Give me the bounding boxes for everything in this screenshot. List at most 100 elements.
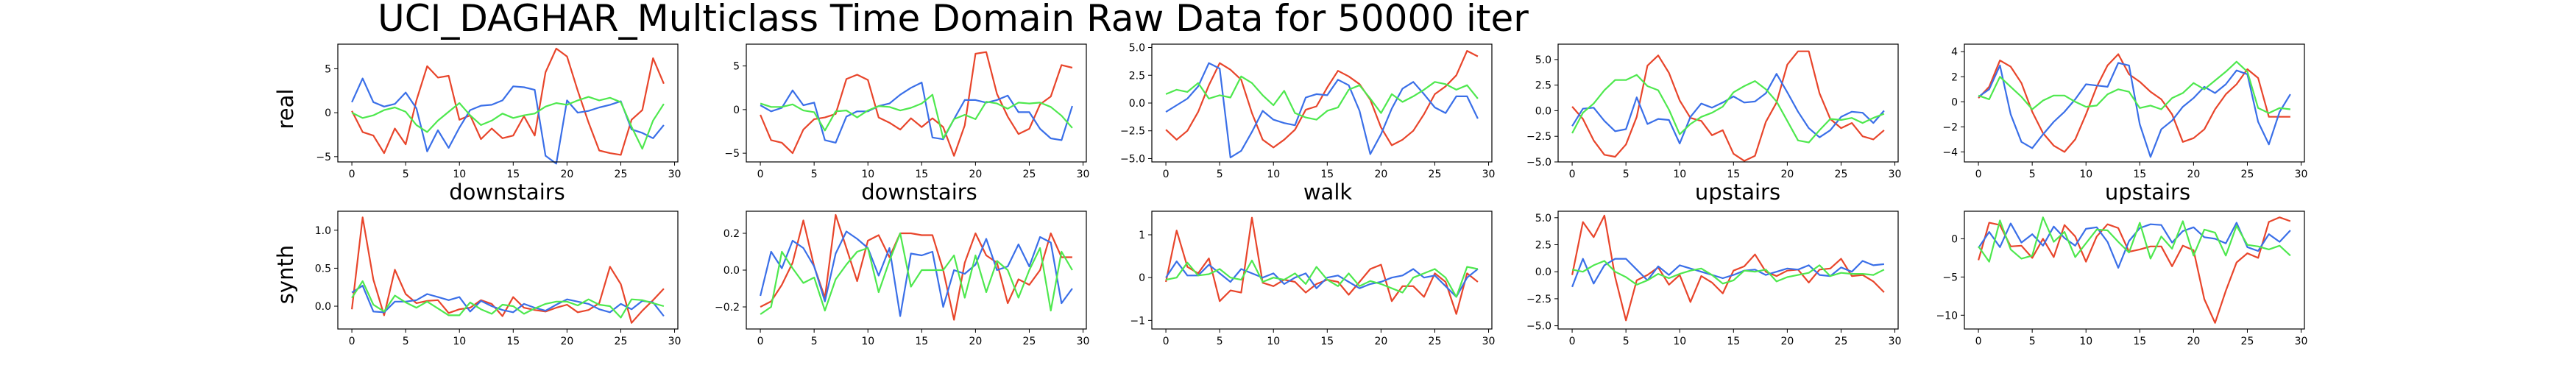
subplot-synth-5: 0 5 10 15 20 25 30 −10 −5 0 (1936, 210, 2308, 347)
x-tick-label-real-3-30: 30 (1482, 169, 1496, 180)
y-tick-label-synth-3-1: 1 (1139, 230, 1145, 241)
y-tick-label-real-2--5: −5 (724, 148, 740, 160)
x-tick-label-synth-4-10: 10 (1673, 336, 1686, 347)
x-tick-label-synth-1-5: 5 (403, 336, 409, 347)
y-tick-label-real-3--2.5: −2.5 (1120, 126, 1145, 138)
x-tick-label-real-1-0: 0 (349, 169, 355, 180)
x-tick-label-real-2-15: 15 (915, 169, 928, 180)
y-tick-label-synth-1-0: 0.0 (315, 301, 331, 313)
y-tick-label-synth-4-2.5: 2.5 (1535, 240, 1551, 252)
x-tick-label-synth-5-25: 25 (2241, 336, 2254, 347)
x-tick-label-synth-3-20: 20 (1374, 336, 1387, 347)
x-tick-label-real-5-0: 0 (1975, 169, 1982, 180)
x-tick-label-real-5-25: 25 (2241, 169, 2254, 180)
row-label-real: real (273, 89, 298, 130)
x-tick-label-synth-2-10: 10 (861, 336, 874, 347)
x-tick-label-real-4-5: 5 (1623, 169, 1630, 180)
axes-frame-real-5 (1964, 43, 2305, 163)
series-line-real-5-3 (1978, 60, 2291, 114)
x-tick-label-real-4-30: 30 (1889, 169, 1902, 180)
x-tick-label-real-1-25: 25 (615, 169, 628, 180)
x-tick-label-synth-5-30: 30 (2295, 336, 2308, 347)
y-tick-label-real-5-4: 4 (1951, 46, 1958, 58)
subplot-real-4: 0 5 10 15 20 25 30 −5.0 −2.5 0.0 2.5 5.0 (1526, 43, 1902, 180)
x-tick-label-synth-2-25: 25 (1023, 336, 1036, 347)
y-tick-label-synth-3-0: 0 (1139, 272, 1145, 284)
row-label-synth: synth (273, 245, 298, 304)
y-tick-label-real-5--4: −4 (1942, 146, 1958, 158)
series-line-real-2-3 (760, 93, 1073, 140)
series-line-real-1-2 (351, 77, 665, 165)
subplot-synth-4: 0 5 10 15 20 25 30 −5.0 −2.5 0.0 2.5 5.0 (1526, 210, 1902, 347)
x-tick-label-synth-1-25: 25 (615, 336, 628, 347)
y-tick-label-synth-3--1: −1 (1130, 315, 1145, 327)
subplot-synth-1: 0 5 10 15 20 25 30 0.0 0.5 1.0 (315, 210, 682, 347)
x-tick-label-synth-4-20: 20 (1780, 336, 1794, 347)
y-tick-label-real-2-5: 5 (733, 61, 740, 73)
x-tick-label-real-4-15: 15 (1727, 169, 1740, 180)
y-tick-label-real-3-5: 5.0 (1129, 43, 1145, 54)
x-tick-label-synth-1-10: 10 (453, 336, 466, 347)
series-line-synth-3-3 (1165, 259, 1479, 298)
y-tick-label-synth-4-5: 5.0 (1535, 213, 1551, 224)
axes-frame-synth-3 (1151, 210, 1493, 330)
series-line-real-1-1 (351, 47, 665, 156)
series-line-synth-3-2 (1165, 261, 1479, 298)
x-tick-label-synth-5-10: 10 (2079, 336, 2092, 347)
y-tick-label-synth-4-0: 0.0 (1535, 266, 1551, 278)
x-tick-label-synth-2-30: 30 (1077, 336, 1090, 347)
x-tick-label-synth-3-30: 30 (1482, 336, 1496, 347)
x-tick-label-real-4-25: 25 (1835, 169, 1848, 180)
axes-frame-real-1 (337, 43, 679, 163)
series-line-synth-4-3 (1571, 260, 1885, 286)
y-tick-label-synth-2--0.2: −0.2 (715, 302, 740, 314)
series-line-synth-2-2 (760, 230, 1073, 317)
axes-frame-synth-1 (337, 210, 679, 330)
x-tick-label-synth-5-20: 20 (2187, 336, 2200, 347)
series-line-real-1-3 (351, 96, 665, 150)
series-line-real-2-2 (760, 81, 1073, 144)
axes-frame-real-3 (1151, 43, 1493, 163)
y-tick-label-synth-4--5: −5.0 (1526, 321, 1551, 333)
x-tick-label-synth-4-30: 30 (1889, 336, 1902, 347)
y-tick-label-real-1--5: −5 (316, 152, 331, 163)
x-tick-label-synth-3-10: 10 (1267, 336, 1280, 347)
column-title-3: walk (1303, 180, 1353, 205)
x-tick-label-synth-1-30: 30 (668, 336, 682, 347)
y-tick-label-synth-2-0: 0.0 (723, 265, 740, 277)
y-tick-label-synth-5--10: −10 (1936, 310, 1958, 322)
x-tick-label-real-3-25: 25 (1429, 169, 1442, 180)
series-line-synth-1-1 (351, 216, 665, 324)
series-line-synth-4-1 (1571, 214, 1885, 322)
x-tick-label-real-3-5: 5 (1217, 169, 1223, 180)
x-tick-label-real-2-20: 20 (969, 169, 982, 180)
x-tick-label-synth-1-0: 0 (349, 336, 355, 347)
subplot-real-5: 0 5 10 15 20 25 30 −4 −2 0 2 4 (1942, 43, 2308, 180)
y-tick-label-real-4--2.5: −2.5 (1526, 131, 1551, 143)
series-line-real-5-2 (1978, 62, 2291, 158)
x-tick-label-real-5-15: 15 (2133, 169, 2146, 180)
x-tick-label-real-1-30: 30 (668, 169, 682, 180)
y-tick-label-real-1-0: 0 (325, 107, 331, 119)
x-tick-label-real-5-5: 5 (2029, 169, 2036, 180)
x-tick-label-synth-3-15: 15 (1320, 336, 1334, 347)
series-line-real-4-2 (1571, 73, 1885, 145)
y-tick-label-real-4-2.5: 2.5 (1535, 80, 1551, 92)
x-tick-label-synth-2-15: 15 (915, 336, 928, 347)
y-tick-label-real-5-2: 2 (1951, 71, 1958, 83)
x-tick-label-synth-4-5: 5 (1623, 336, 1630, 347)
y-tick-label-synth-5-0: 0 (1951, 233, 1958, 245)
series-line-synth-3-1 (1165, 216, 1479, 315)
x-tick-label-synth-3-25: 25 (1429, 336, 1442, 347)
x-tick-label-real-4-0: 0 (1569, 169, 1576, 180)
x-tick-label-real-5-30: 30 (2295, 169, 2308, 180)
y-tick-label-synth-5--5: −5 (1942, 272, 1958, 283)
x-tick-label-real-1-20: 20 (560, 169, 573, 180)
column-title-1: downstairs (449, 180, 565, 205)
x-tick-label-real-2-10: 10 (861, 169, 874, 180)
subplot-synth-3: 0 5 10 15 20 25 30 −1 0 1 (1130, 210, 1496, 347)
series-line-synth-2-1 (760, 213, 1072, 321)
x-tick-label-synth-4-15: 15 (1727, 336, 1740, 347)
subplot-real-2: 0 5 10 15 20 25 30 −5 0 5 (724, 43, 1089, 180)
